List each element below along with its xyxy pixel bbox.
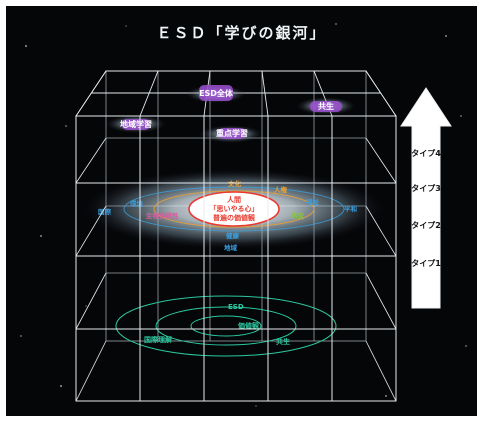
bottom-label-4: 共生: [276, 337, 290, 346]
top-galaxy-label-3: 重点学習: [216, 128, 248, 138]
diagram-title: ＥＳＤ「学びの銀河」: [156, 24, 327, 42]
bottom-label-2: 価値観: [237, 321, 259, 330]
type-label-2: タイプ2: [411, 220, 441, 230]
main-galaxy: 人間 「思いやる心」 普遍の価値観: [84, 169, 384, 249]
galaxy-cube-diagram: ESD全体 地域学習 重点学習 共生 人間 「思いやる心」 普遍の価値観 環境 …: [20, 23, 467, 407]
core-label-3: 普遍の価値観: [213, 213, 255, 222]
band-tag-left-2: 生物多様性: [146, 211, 179, 220]
top-galaxy-labels: ESD全体 地域学習 重点学習 共生: [120, 85, 342, 139]
top-galaxy-label-2: 地域学習: [120, 119, 152, 129]
type-label-1: タイプ1: [411, 258, 441, 268]
bottom-rings: [115, 295, 337, 357]
type-label-3: タイプ3: [411, 183, 441, 193]
cube-side-edges: [75, 70, 397, 402]
top-galaxy-label-1: ESD全体: [199, 88, 234, 98]
core-label-1: 人間: [227, 195, 241, 204]
band-tag-center-3: 健康: [226, 231, 240, 240]
cube-front-face: [75, 115, 397, 402]
band-tag-right-2: 防災: [291, 211, 305, 220]
band-tag-left-3: 国際: [98, 207, 112, 216]
type-arrow-shape: [400, 87, 452, 309]
bottom-label-1: ESD: [228, 303, 244, 311]
type-arrow: タイプ4 タイプ3 タイプ2 タイプ1: [400, 87, 452, 309]
band-tag-center-2: 人権: [274, 185, 288, 194]
band-tag-center-4: 地域: [224, 243, 238, 252]
top-galaxy-label-4: 共生: [318, 101, 334, 111]
type-label-4: タイプ4: [411, 148, 441, 158]
diagram-canvas: ＥＳＤ「学びの銀河」: [6, 6, 477, 416]
band-tag-left-1: 環境: [130, 199, 144, 208]
core-label-2: 「思いやる心」: [210, 204, 259, 213]
band-tag-right-1: 福祉: [305, 197, 320, 206]
bottom-label-3: 国際理解: [144, 335, 172, 344]
bottom-labels: ESD 価値観 国際理解 共生: [144, 303, 290, 346]
band-tag-right-3: 平和: [344, 204, 357, 213]
